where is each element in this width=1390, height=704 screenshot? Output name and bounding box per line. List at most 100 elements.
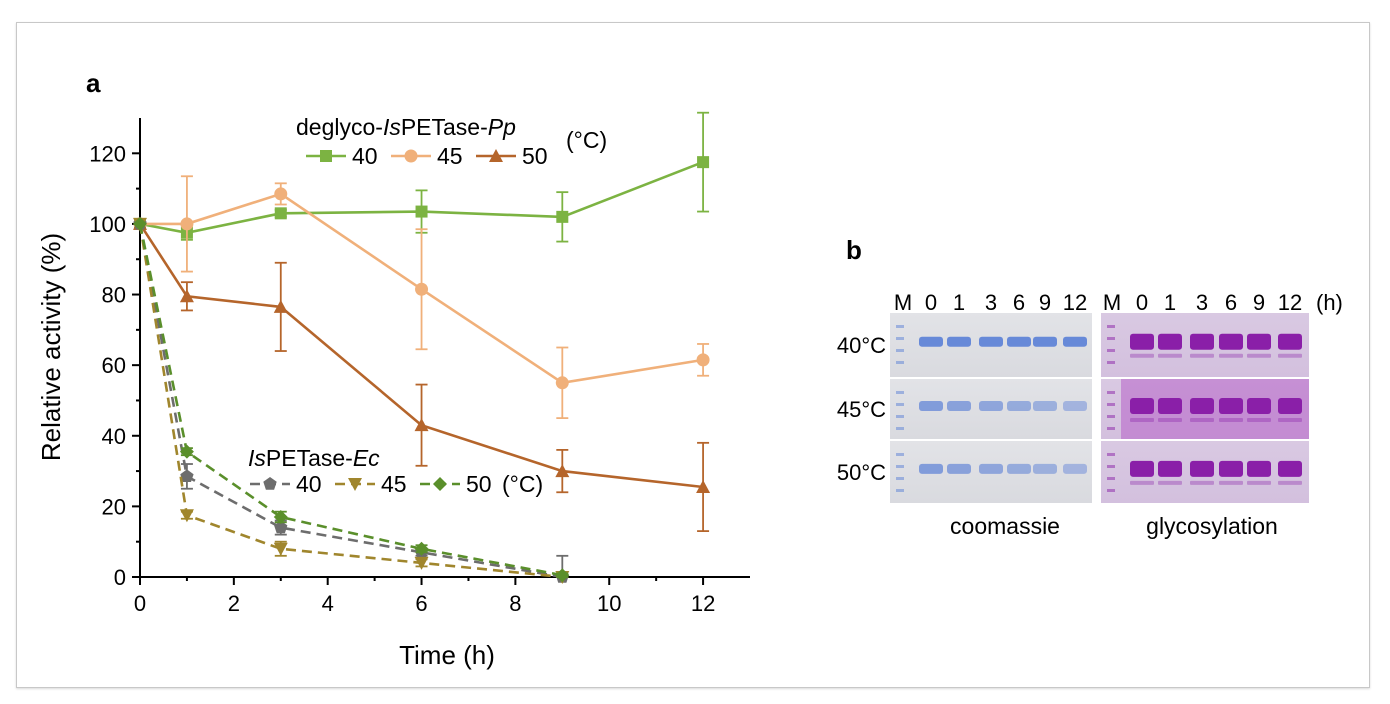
protein-band	[1007, 336, 1031, 347]
series-line	[139, 160, 704, 235]
ladder-band	[1107, 415, 1115, 418]
ladder-band	[896, 477, 904, 480]
y-tick-label: 20	[102, 494, 126, 519]
lane-time-label: 6	[1013, 290, 1025, 315]
legend-marker	[320, 150, 332, 162]
lane-marker-label: M	[1103, 290, 1121, 315]
x-tick-label: 6	[415, 591, 427, 616]
protein-band	[1063, 463, 1087, 474]
data-point	[179, 509, 194, 523]
temperature-label: 45°C	[837, 397, 886, 422]
ladder-band	[896, 349, 904, 352]
stain-label: coomassie	[950, 513, 1060, 539]
protein-band	[1247, 398, 1271, 414]
lane-time-label: 3	[1196, 290, 1208, 315]
series-line	[138, 223, 563, 579]
data-point	[273, 542, 288, 556]
protein-band	[947, 336, 971, 347]
lane-time-label: 9	[1039, 290, 1051, 315]
x-tick-label: 2	[228, 591, 240, 616]
ladder-band	[896, 403, 904, 406]
protein-band	[1190, 333, 1214, 350]
data-point	[556, 210, 569, 223]
data-point	[415, 282, 429, 296]
lane-time-label: 1	[1164, 290, 1176, 315]
minor-band	[1247, 480, 1271, 485]
legend-pp-title: deglyco-IsPETase-Pp	[296, 114, 516, 140]
series-ec-50	[133, 216, 570, 583]
ladder-band	[896, 465, 904, 468]
legend-label: 50	[466, 471, 492, 497]
legend-marker	[263, 477, 277, 490]
minor-band	[1158, 353, 1182, 358]
y-tick-label: 120	[89, 141, 126, 166]
legend-label: 45	[437, 143, 463, 169]
data-point	[415, 205, 428, 218]
ladder-band	[896, 489, 904, 492]
legend-ec: IsPETase-Ec 40 45 50 (°C)	[248, 445, 543, 497]
ladder-band	[896, 325, 904, 328]
protein-band	[1158, 460, 1182, 477]
data-point	[273, 509, 288, 524]
ladder-band	[1107, 403, 1115, 406]
legend-label: 40	[352, 143, 378, 169]
protein-band	[1033, 401, 1057, 411]
gel-panel: M 0 1 3 6 9 12 M 0 1 3 6 9 12 (h)40°C45°C50°Ccoomassie…	[837, 290, 1343, 539]
ladder-band	[1107, 337, 1115, 340]
time-unit-label: (h)	[1316, 290, 1343, 315]
data-point	[697, 156, 710, 169]
protein-band	[919, 401, 943, 411]
panel-b-label: b	[846, 235, 862, 265]
ladder-band	[1107, 477, 1115, 480]
minor-band	[1219, 418, 1243, 422]
protein-band	[1190, 398, 1214, 414]
protein-band	[1219, 460, 1243, 477]
lane-time-label: 3	[985, 290, 997, 315]
ladder-band	[896, 337, 904, 340]
lane-time-label: 0	[925, 290, 937, 315]
legend-item-pp-40: 40	[306, 143, 378, 169]
protein-band	[979, 463, 1003, 474]
legend-ec-title: IsPETase-Ec	[248, 445, 380, 471]
legend-marker	[348, 478, 362, 491]
protein-band	[1158, 398, 1182, 414]
protein-band	[1158, 333, 1182, 350]
protein-band	[1033, 463, 1057, 474]
lane-time-label: 12	[1063, 290, 1087, 315]
legend-label: 50	[522, 143, 548, 169]
legend-marker	[489, 149, 503, 162]
ladder-band	[896, 415, 904, 418]
ladder-band	[896, 391, 904, 394]
ladder-band	[1107, 391, 1115, 394]
minor-band	[1247, 418, 1271, 422]
ladder-band	[1107, 453, 1115, 456]
data-point	[414, 541, 429, 556]
legend-ec-unit: (°C)	[502, 471, 543, 497]
lane-marker-label: M	[894, 290, 912, 315]
protein-band	[1007, 401, 1031, 411]
protein-band	[1278, 398, 1302, 414]
data-point	[555, 464, 570, 478]
y-tick-label: 40	[102, 424, 126, 449]
lane-time-label: 6	[1225, 290, 1237, 315]
minor-band	[1130, 353, 1154, 358]
protein-band	[979, 401, 1003, 411]
lane-time-label: 9	[1253, 290, 1265, 315]
data-point	[273, 299, 288, 313]
series-line	[140, 192, 704, 385]
protein-band	[1219, 333, 1243, 350]
ladder-band	[1107, 427, 1115, 430]
ladder-band	[896, 427, 904, 430]
protein-band	[947, 401, 971, 411]
x-tick-label: 12	[691, 591, 715, 616]
ladder-band	[896, 453, 904, 456]
ladder-band	[1107, 349, 1115, 352]
data-point	[274, 187, 288, 201]
panel-a-label: a	[86, 68, 101, 98]
ladder-band	[1107, 465, 1115, 468]
ladder-band	[1107, 489, 1115, 492]
legend-item-ec-40: 40	[250, 471, 322, 497]
lane-time-label: 12	[1278, 290, 1302, 315]
